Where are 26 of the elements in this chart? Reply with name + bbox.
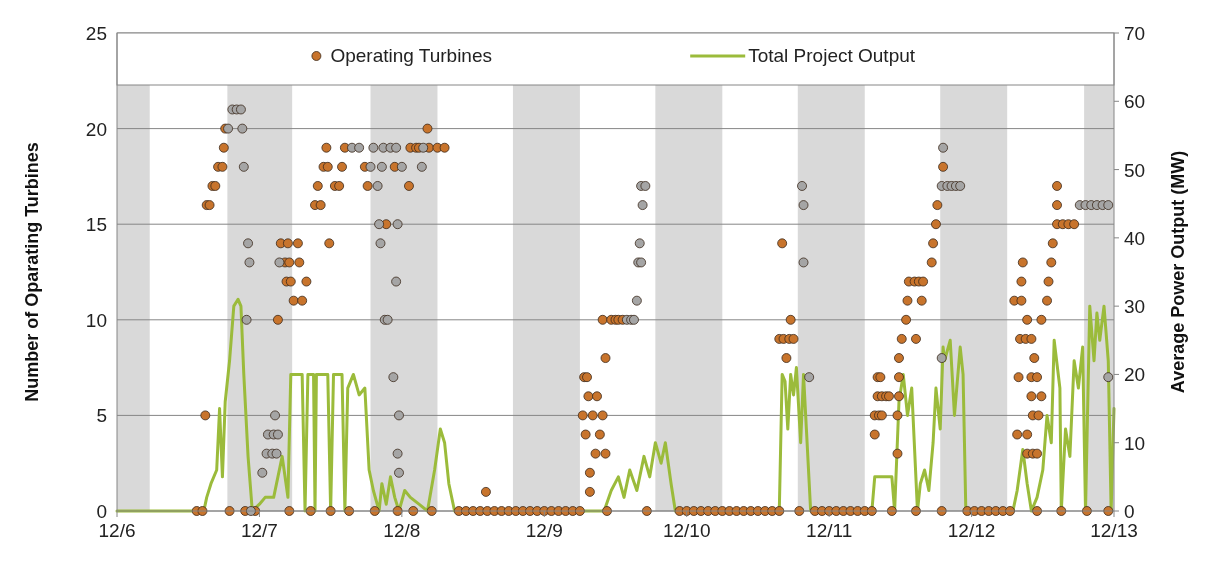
y-tick-label: 10: [85, 309, 107, 331]
x-tick-label: 12/10: [662, 520, 711, 541]
y2-tick-label: 60: [1124, 91, 1146, 113]
legend-label: Total Project Output: [748, 45, 916, 66]
x-tick-label: 12/7: [240, 520, 278, 541]
y-tick-label: 0: [96, 501, 107, 522]
y2-tick-label: 50: [1124, 159, 1146, 181]
y2-tick-label: 10: [1124, 432, 1146, 454]
x-tick-label: 12/9: [525, 520, 563, 541]
x-tick-label: 12/12: [947, 520, 996, 541]
x-tick-label: 12/11: [806, 520, 853, 541]
y-tick-label: 15: [85, 214, 107, 236]
legend-label: Operating Turbines: [330, 45, 492, 66]
y-axis-title: Number of Oparating Turbines: [22, 142, 42, 402]
y2-tick-label: 20: [1124, 364, 1146, 386]
x-tick-label: 12/6: [98, 520, 136, 541]
x-tick-label: 12/13: [1090, 520, 1138, 541]
x-tick-label: 12/8: [383, 520, 421, 541]
y2-axis-title: Average Power Output (MW): [1168, 150, 1188, 394]
y-tick-label: 20: [85, 118, 107, 140]
y2-tick-label: 0: [1124, 501, 1135, 522]
y-tick-label: 25: [85, 23, 107, 44]
y2-tick-label: 70: [1124, 23, 1146, 44]
y-tick-label: 5: [96, 405, 107, 427]
y2-tick-label: 30: [1124, 296, 1146, 318]
y2-tick-label: 40: [1124, 227, 1146, 249]
